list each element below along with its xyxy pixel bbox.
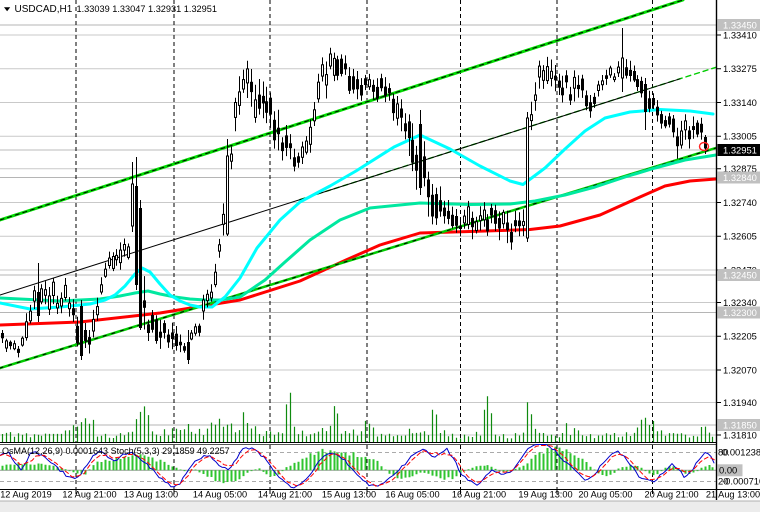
svg-text:1.32875: 1.32875 [723, 163, 757, 174]
svg-text:1.32340: 1.32340 [723, 297, 757, 308]
svg-text:0.0012385: 0.0012385 [722, 447, 760, 458]
svg-text:15 Aug 13:00: 15 Aug 13:00 [322, 490, 376, 500]
svg-text:20 Aug 21:00: 20 Aug 21:00 [645, 490, 699, 500]
svg-text:OsMA(12,26,9) 0.0001643 Stoch: OsMA(12,26,9) 0.0001643 Stoch(5,3,3) 29.… [2, 446, 230, 456]
svg-text:16 Aug 05:00: 16 Aug 05:00 [385, 490, 439, 500]
svg-text:1.33005: 1.33005 [723, 131, 757, 142]
svg-text:14 Aug 05:00: 14 Aug 05:00 [193, 490, 247, 500]
svg-text:1.31810: 1.31810 [723, 429, 757, 440]
svg-text:1.32605: 1.32605 [723, 231, 757, 242]
svg-text:80: 80 [718, 447, 728, 458]
svg-text:0.00: 0.00 [719, 465, 737, 476]
svg-text:1.32450: 1.32450 [723, 269, 757, 280]
svg-text:1.33140: 1.33140 [723, 97, 757, 108]
svg-text:19 Aug 13:00: 19 Aug 13:00 [518, 490, 572, 500]
svg-text:14 Aug 21:00: 14 Aug 21:00 [258, 490, 312, 500]
svg-text:1.33450: 1.33450 [723, 19, 757, 30]
svg-text:1.32840: 1.32840 [723, 172, 757, 183]
svg-text:21 Aug 13:00: 21 Aug 13:00 [706, 490, 760, 500]
svg-text:1.33275: 1.33275 [723, 63, 757, 74]
svg-text:-0.000710: -0.000710 [722, 476, 760, 487]
svg-text:20 Aug 05:00: 20 Aug 05:00 [578, 490, 632, 500]
svg-text:1.32951: 1.32951 [723, 144, 757, 155]
svg-text:1.32300: 1.32300 [723, 307, 757, 318]
svg-text:1.33039 1.33047 1.32931 1.3295: 1.33039 1.33047 1.32931 1.32951 [77, 4, 218, 14]
svg-text:USDCAD,H1: USDCAD,H1 [15, 4, 73, 15]
svg-text:13 Aug 13:00: 13 Aug 13:00 [124, 490, 178, 500]
svg-text:12 Aug 2019: 12 Aug 2019 [0, 490, 52, 500]
svg-text:1.31850: 1.31850 [723, 419, 757, 430]
svg-text:16 Aug 21:00: 16 Aug 21:00 [452, 490, 506, 500]
svg-text:1.31940: 1.31940 [723, 397, 757, 408]
svg-text:20: 20 [718, 476, 728, 487]
svg-text:1.32740: 1.32740 [723, 197, 757, 208]
svg-text:1.32070: 1.32070 [723, 364, 757, 375]
svg-text:1.32205: 1.32205 [723, 331, 757, 342]
svg-text:1.33410: 1.33410 [723, 29, 757, 40]
svg-text:12 Aug 21:00: 12 Aug 21:00 [62, 490, 116, 500]
